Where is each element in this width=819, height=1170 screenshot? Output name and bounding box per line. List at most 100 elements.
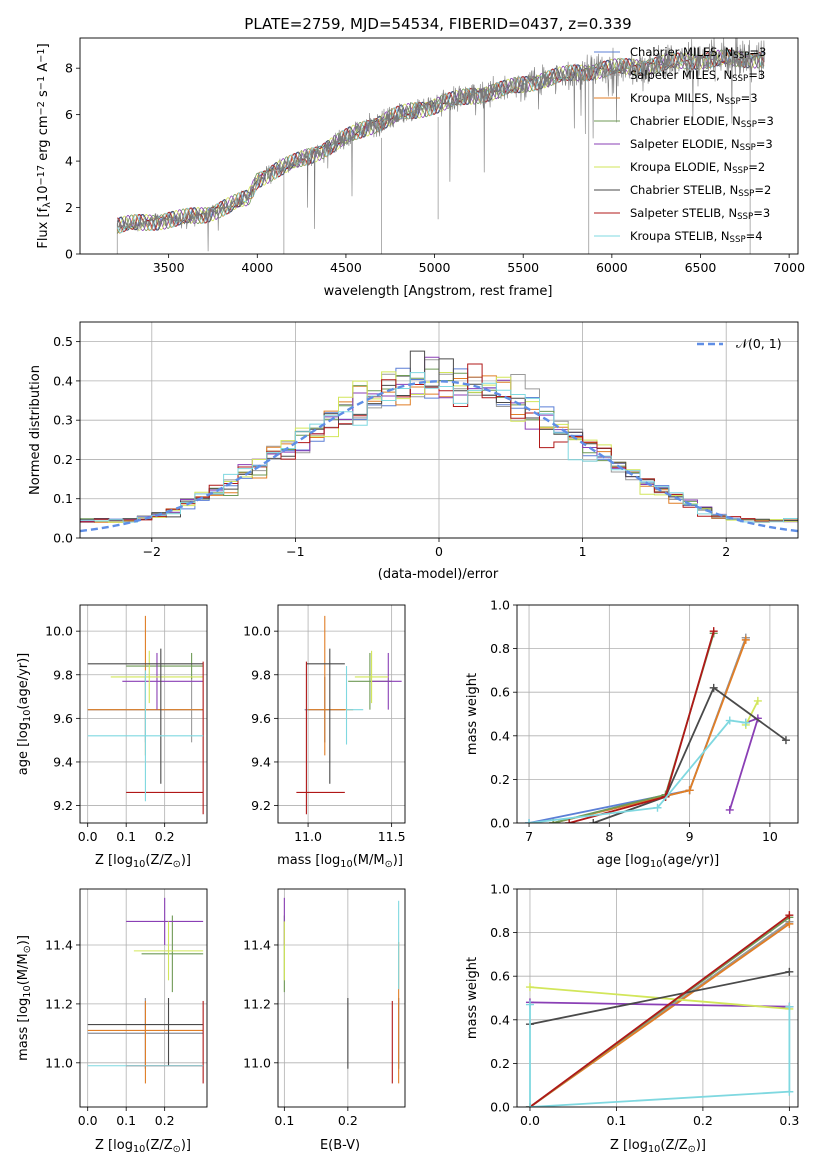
x-tick-label: 0.2 [693,1113,713,1128]
error-point [110,650,204,704]
x-tick-label: 1 [579,544,587,559]
legend-entry: Salpeter STELIB, NSSP=3 [630,206,770,222]
x-axis-label: E(B-V) [320,1138,360,1153]
error-point [122,652,204,710]
y-axis-label: mass weight [465,957,480,1039]
legend-entry: Kroupa MILES, NSSP=3 [630,91,758,107]
weight-vs-Z-axes: 0.0 0.1 0.2 0.3 0.0 0.2 0.4 0.6 0.8 1.0 Z [log10(Z… [465,882,799,1155]
y-tick-label: 0.2 [53,452,73,467]
error-point [345,666,364,745]
y-tick-label: 0.4 [53,373,73,388]
weight-marker [525,1103,534,1107]
x-tick-label: 0.0 [78,829,98,844]
y-tick-label: 0.0 [490,1100,510,1115]
spectrum-axes: 3500 4000 4500 5000 5500 6000 6500 7000 0 2 4 6 8 wav… [36,37,805,299]
observed-spectrum-line [116,38,765,254]
error-point [126,661,204,815]
error-point [306,648,345,784]
weight-marker [753,696,762,705]
axes-frame [79,37,799,255]
y-tick-label: 9.8 [251,667,271,682]
error-point [126,652,204,680]
y-tick-label: 11.4 [45,937,73,952]
y-tick-label: 11.2 [45,996,73,1011]
weight-line [528,719,746,823]
x-axis-label: mass [log10(M/M⊙)] [277,853,403,870]
weight-line [529,970,790,1026]
legend-entry: Salpeter MILES, NSSP=3 [630,68,765,84]
y-tick-label: 11.2 [243,996,271,1011]
weight-marker [725,716,734,725]
legend-entry: Chabrier STELIB, NSSP=2 [630,183,771,199]
plot-area [87,897,204,1084]
y-tick-label: 0.6 [490,685,510,700]
x-tick-label: 0.1 [274,1113,294,1128]
y-tick-label: 0.2 [490,772,510,787]
y-tick-label: 10.0 [45,624,73,639]
plot-area [525,911,794,1107]
weight-line [529,914,790,1107]
x-tick-label: 2 [722,544,730,559]
y-tick-label: 1.0 [490,882,510,897]
x-tick-label: 10 [762,829,778,844]
x-tick-label: 0.2 [155,829,175,844]
spectrum-legend: Chabrier MILES, NSSP=3 Salpeter MILES, NS… [594,45,774,245]
weight-marker [741,718,750,727]
x-axis-label: Z [log10(Z/Z⊙)] [95,1138,191,1155]
legend-entry: Kroupa ELODIE, NSSP=2 [630,160,765,176]
weight-marker [565,819,574,823]
weight-marker [709,627,718,636]
error-point [354,650,389,704]
error-point [87,1000,204,1084]
weight-marker [785,1087,794,1096]
plot-area [116,38,765,254]
plot-area [80,350,798,533]
x-tick-label: 0.2 [155,1113,175,1128]
y-tick-label: 0.4 [490,1012,510,1027]
y-tick-label: 9.4 [251,754,271,769]
x-tick-label: 0.2 [338,1113,358,1128]
x-axis-label: Z [log10(Z/Z⊙)] [95,853,191,870]
x-tick-label: 11.0 [294,829,322,844]
legend-entry: Chabrier ELODIE, NSSP=3 [630,114,774,130]
weight-marker [785,911,794,920]
y-tick-label: 10.0 [243,624,271,639]
legend-entry: Chabrier MILES, NSSP=3 [630,45,766,61]
y-tick-label: 0.8 [490,925,510,940]
residual-histogram [80,372,798,523]
plot-area [87,615,204,815]
y-axis-label: mass weight [465,673,480,755]
y-tick-label: 4 [65,154,73,169]
error-point [87,648,204,784]
y-tick-label: 9.4 [53,754,73,769]
y-tick-label: 0.6 [490,969,510,984]
plot-area [296,615,402,815]
y-axis-label: Normed distribution [28,365,43,495]
x-axis-label: age [log10(age/yr)] [597,853,720,870]
y-tick-label: 0.4 [490,728,510,743]
y-axis-label: mass [log10(M/M⊙)] [16,935,33,1061]
x-tick-label: 6500 [685,260,717,275]
y-tick-label: 0.5 [53,334,73,349]
y-axis-label: Flux [fλ10−17 erg cm−2 s−1 A−1] [36,43,53,248]
axes-frame [516,604,799,824]
x-tick-label: 0.0 [520,1113,540,1128]
y-tick-label: 11.4 [243,937,271,952]
error-point [87,998,204,1066]
x-tick-label: 4500 [330,260,362,275]
normal-curve [80,380,798,533]
weight-marker [785,1002,794,1011]
error-point [296,661,345,815]
y-tick-label: 0.1 [53,491,73,506]
y-tick-label: 9.6 [53,711,73,726]
axes-frame [79,888,208,1108]
residuals-axes: −2 −1 0 1 2 0.0 0.1 0.2 0.3 0.4 0.5 (data-model)/er… [28,321,799,582]
weight-marker [525,1000,534,1009]
axes-frame [277,888,406,1108]
plot-area [525,627,790,823]
x-tick-label: 3500 [153,260,185,275]
weight-marker [785,967,794,976]
x-tick-label: 7 [525,829,533,844]
weight-marker [725,805,734,814]
model-spectrum-line [116,49,765,231]
